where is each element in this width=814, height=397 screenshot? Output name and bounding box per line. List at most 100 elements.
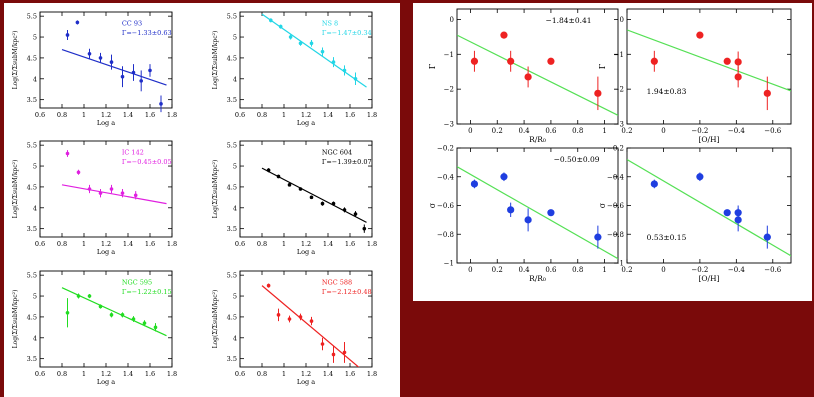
data-point — [734, 216, 742, 224]
x-tick-label: 0.6 — [35, 240, 45, 248]
y-tick-label: −0.4 — [437, 173, 455, 181]
x-tick-label: −0.6 — [764, 127, 782, 135]
chart-cc93: 0.6 0.8 1 1.2 1.4 1.6 1.8 3.5 4 4.5 5 5.5 Log a Log(Σ… — [12, 11, 177, 127]
data-point — [309, 195, 314, 200]
data-point — [650, 180, 658, 188]
x-tick-label: −0.4 — [728, 127, 746, 135]
x-tick-label: 0.8 — [257, 111, 267, 119]
fit-annotation: −0.50±0.09 — [554, 155, 600, 164]
data-point — [507, 206, 515, 214]
data-point — [696, 173, 704, 181]
x-tick-label: 1 — [82, 370, 86, 378]
fit-annotation: Γ=−1.39±0.07 — [322, 158, 372, 166]
x-axis-label: R/R₀ — [529, 135, 546, 144]
y-tick-label: 5 — [33, 163, 37, 171]
fit-line — [261, 285, 360, 367]
x-tick-label: 1.8 — [167, 111, 177, 119]
x-tick-label: 0.2 — [621, 266, 632, 274]
x-tick-label: 1.6 — [145, 111, 155, 119]
data-point — [287, 317, 292, 321]
x-axis-label: Log a — [297, 119, 315, 127]
right-figure-svg: 0 0.2 0.4 0.6 0.8 1−3−2−10R/R₀Γ−1.84±0.410.2 0… — [428, 8, 792, 283]
data-point — [320, 342, 325, 346]
chart-gamma-vs-oh: 0.2 0 −0.2 −0.4 −0.6 −3 −2 −1 0 [O/H] Γ 1.94±0.83 — [598, 8, 792, 144]
left-figure-svg: 0.6 0.8 1 1.2 1.4 1.6 1.8 3.5 4 4.5 5 5.5 Log a Log(Σ… — [12, 11, 377, 386]
data-point — [650, 57, 658, 65]
data-point — [547, 209, 555, 217]
chart-sigma-vs-oh: 0.2 0 −0.2 −0.4 −0.6−1−0.8−0.6−0.4−0.2[O/H]σ… — [598, 145, 792, 283]
chart-ngc595: 0.6 0.8 1 1.2 1.4 1.6 1.8 3.5 4 4.5 5 5.5 Log a Log(Σ… — [12, 270, 177, 386]
data-point — [500, 173, 508, 181]
y-tick-label: 4.5 — [27, 54, 37, 62]
data-point — [342, 208, 347, 212]
data-point — [109, 60, 114, 64]
x-tick-label: 1 — [282, 240, 286, 248]
plot-frame — [239, 270, 373, 368]
plot-frame — [39, 11, 173, 109]
data-point — [524, 216, 532, 224]
x-tick-label: −0.4 — [728, 266, 746, 274]
x-tick-label: 1.8 — [167, 240, 177, 248]
data-point — [276, 174, 281, 179]
y-tick-label: 3.5 — [27, 96, 37, 104]
y-tick-label: 5 — [233, 293, 237, 301]
y-axis-label: σ — [428, 202, 437, 208]
data-point — [148, 68, 152, 73]
plot-frame — [456, 8, 619, 125]
y-tick-label: −1 — [444, 260, 454, 268]
data-point — [139, 79, 143, 83]
y-tick-label: 4 — [233, 75, 237, 83]
x-tick-label: 0.8 — [57, 111, 67, 119]
x-axis-label: [O/H] — [698, 135, 719, 144]
x-tick-label: 0.2 — [492, 127, 503, 135]
x-tick-label: 1.6 — [145, 370, 155, 378]
x-tick-label: 1.8 — [367, 370, 377, 378]
y-tick-label: −0.8 — [607, 231, 624, 239]
chart-ngc588: 0.6 0.8 1 1.2 1.4 1.6 1.8 3.5 4 4.5 5 5.5 Log a Log(Σ… — [212, 270, 377, 386]
y-tick-label: 4.5 — [227, 54, 237, 62]
y-tick-label: 3.5 — [27, 355, 37, 363]
x-tick-label: 1.4 — [123, 240, 133, 248]
data-point — [87, 294, 92, 298]
x-tick-label: 1.6 — [345, 240, 355, 248]
chart-title: IC 142 — [122, 148, 144, 156]
data-point — [320, 201, 325, 206]
data-point — [353, 76, 358, 81]
x-tick-label: 0 — [661, 266, 665, 274]
y-tick-label: −0.8 — [437, 231, 454, 239]
data-point — [98, 304, 103, 309]
x-tick-label: 0 — [661, 127, 665, 135]
x-tick-label: 1 — [602, 266, 606, 274]
x-tick-label: 1.4 — [323, 111, 333, 119]
y-axis-label: Log(Σ/ΣsubM/kpc²) — [12, 160, 19, 219]
y-axis-label: Log(Σ/ΣsubM/kpc²) — [12, 290, 19, 349]
x-axis-label: R/R₀ — [529, 274, 546, 283]
plot-frame — [456, 147, 619, 264]
fit-annotation: Γ=−1.33±0.63 — [122, 29, 172, 37]
y-tick-label: −0.4 — [607, 173, 625, 181]
data-point — [763, 89, 771, 97]
x-tick-label: 0 — [468, 127, 472, 135]
fit-annotation: −1.84±0.41 — [546, 16, 592, 25]
y-tick-label: 4 — [33, 75, 37, 83]
plot-frame — [626, 147, 792, 264]
data-point — [342, 350, 347, 355]
y-axis-label: Log(Σ/ΣsubM/kpc²) — [212, 290, 219, 349]
data-point — [734, 58, 742, 66]
data-point — [287, 183, 292, 187]
x-tick-label: 1 — [82, 240, 86, 248]
x-tick-label: 0.8 — [572, 266, 583, 274]
x-tick-label: 0.6 — [235, 370, 245, 378]
y-tick-label: −2 — [614, 86, 624, 94]
data-point — [98, 191, 103, 195]
fit-line — [61, 184, 167, 205]
data-point — [723, 209, 731, 217]
x-tick-label: 0.4 — [519, 266, 531, 274]
data-point — [76, 170, 81, 175]
data-point — [153, 325, 158, 330]
y-tick-label: 5.5 — [27, 13, 37, 21]
x-tick-label: 0.8 — [572, 127, 583, 135]
chart-title: NGC 588 — [322, 278, 352, 286]
data-point — [266, 283, 271, 288]
x-tick-label: 0.8 — [57, 240, 67, 248]
